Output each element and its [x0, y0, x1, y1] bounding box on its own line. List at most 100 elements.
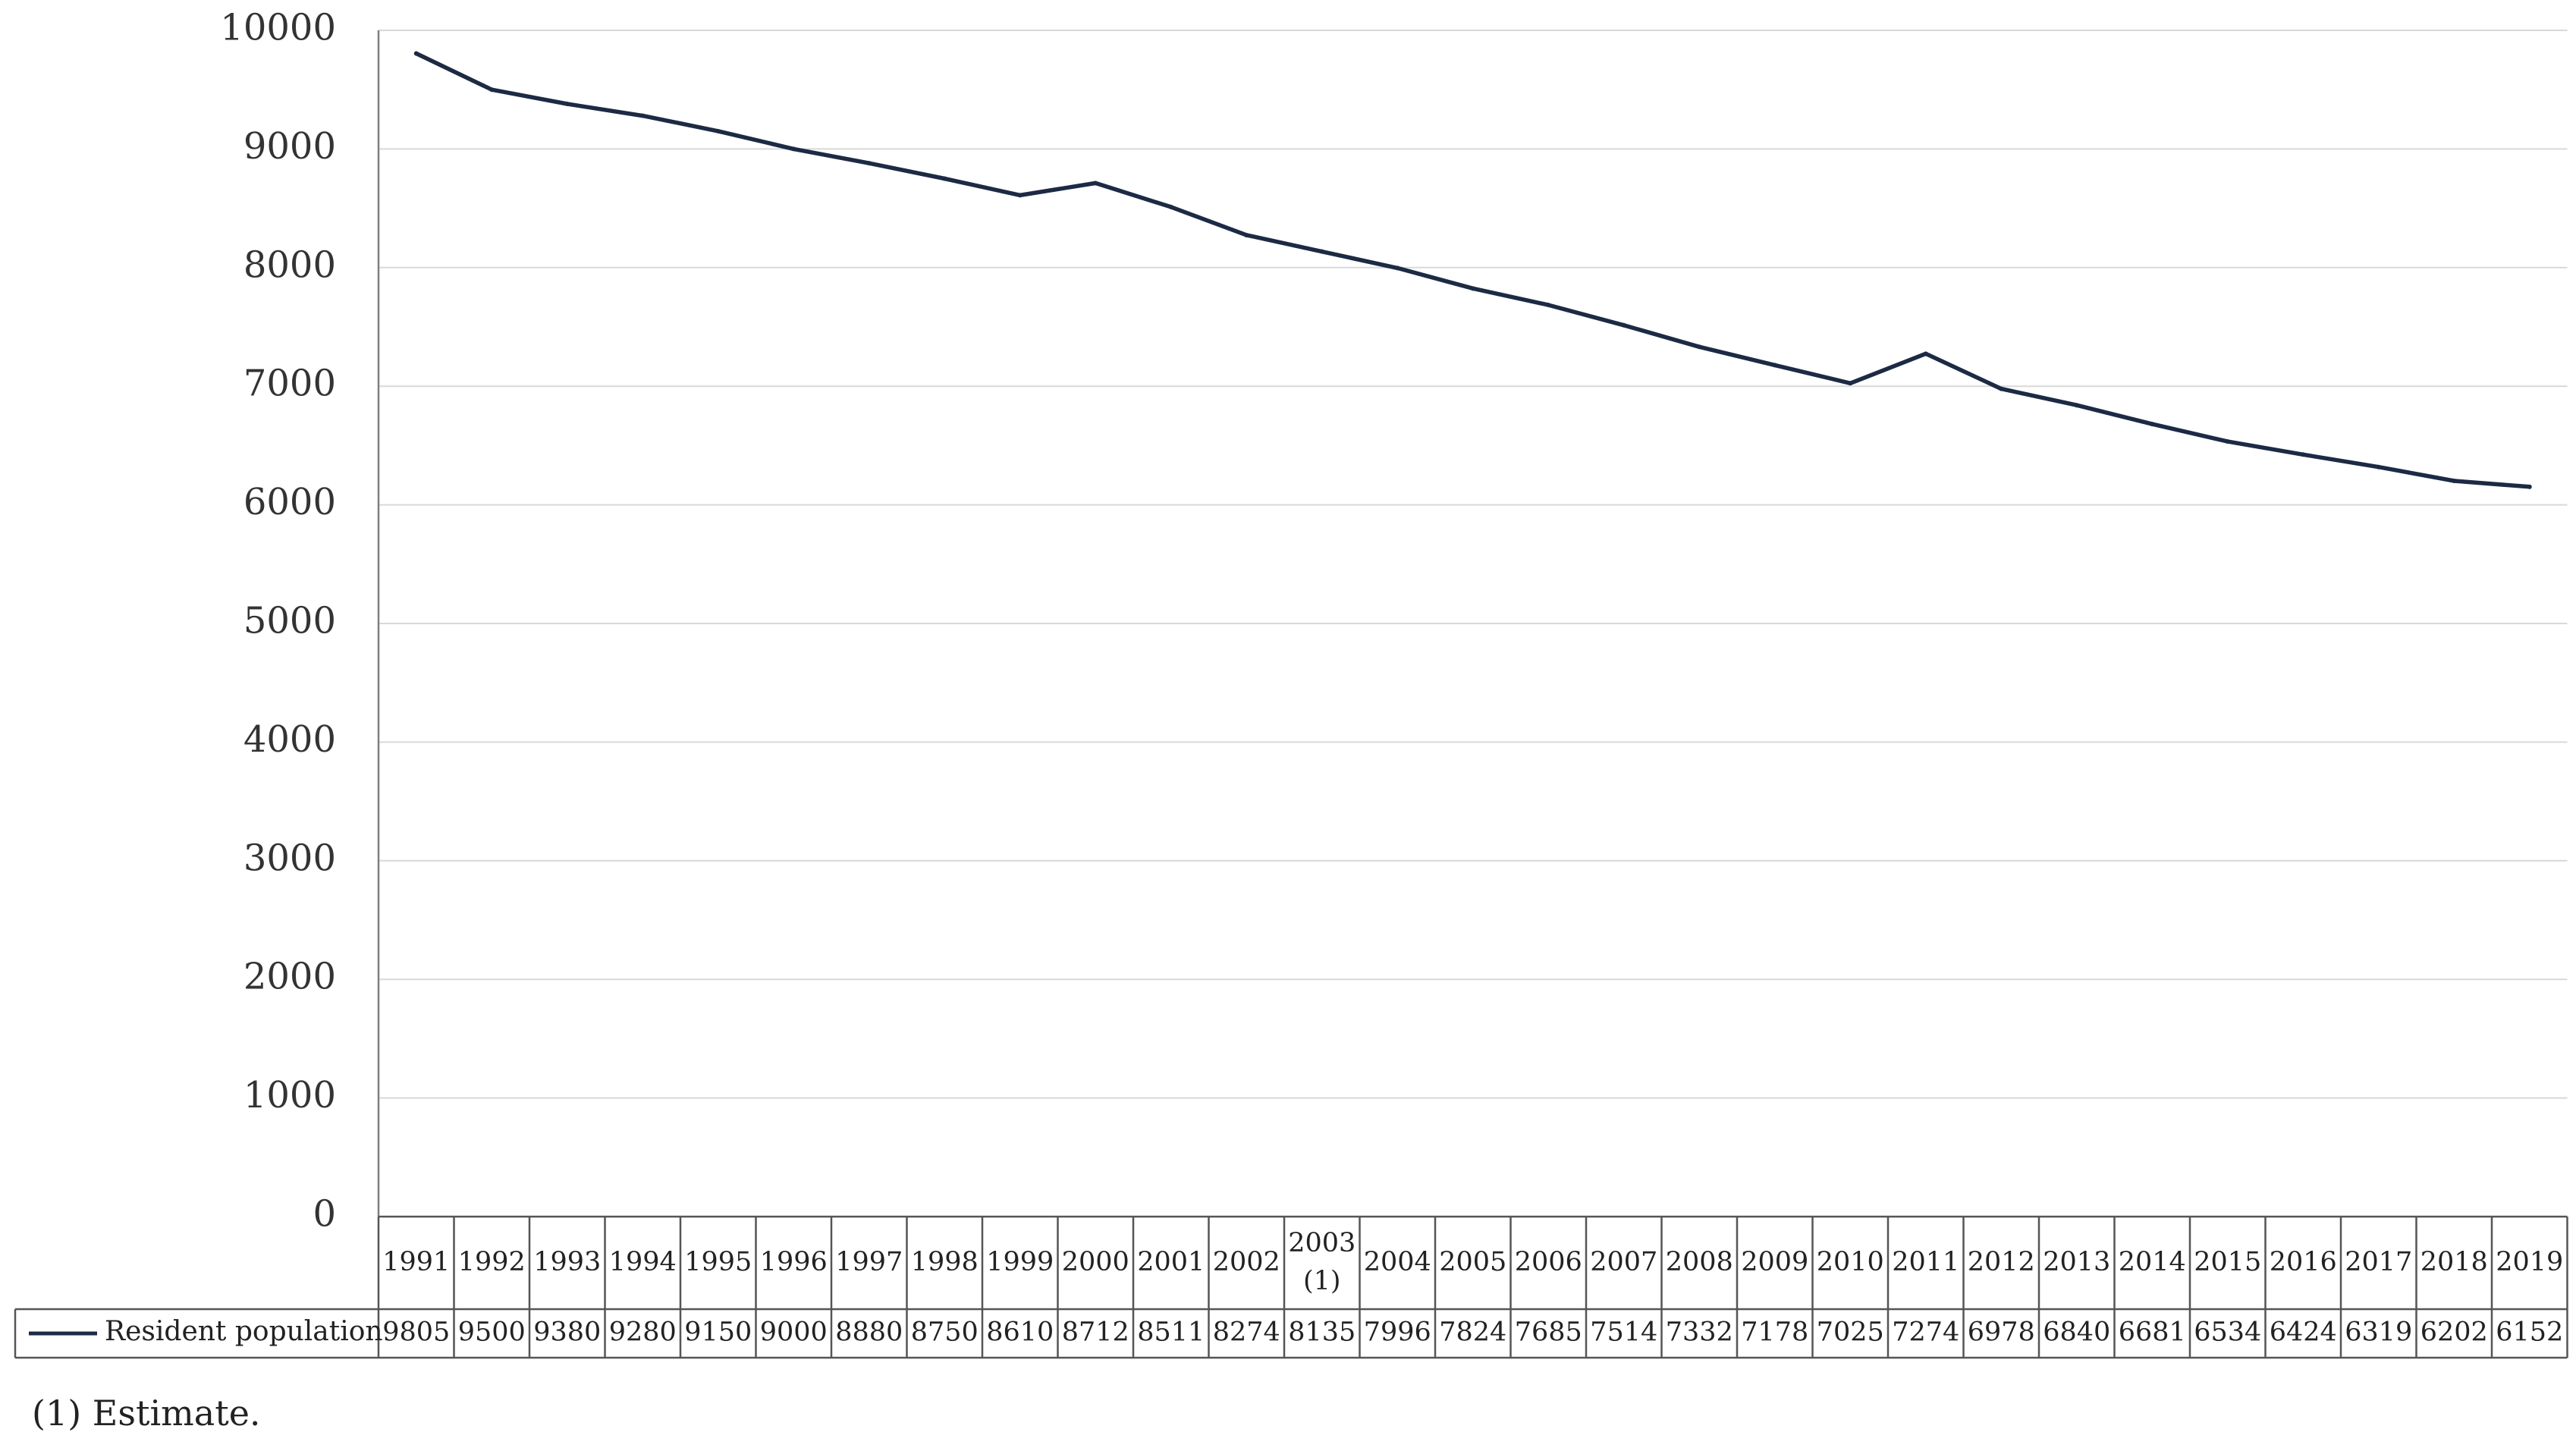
x-tick-label: 2004 — [1364, 1247, 1431, 1277]
x-tick-label: 2008 — [1666, 1247, 1733, 1277]
data-label: 6840 — [2043, 1318, 2110, 1348]
x-tick-label: 2012 — [1968, 1247, 2035, 1277]
y-tick-label: 4000 — [243, 718, 336, 761]
data-label: 6424 — [2270, 1318, 2337, 1348]
x-tick-label: 1998 — [911, 1247, 979, 1277]
y-axis: 0 1000 2000 3000 4000 5000 6000 7000 8000 9000 100… — [220, 7, 380, 1236]
data-point — [791, 146, 796, 152]
data-label: 7824 — [1439, 1318, 1506, 1348]
y-tick-label: 0 — [313, 1193, 336, 1236]
data-label: 9280 — [609, 1318, 677, 1348]
x-tick-label: 1991 — [382, 1247, 450, 1277]
data-label: 8135 — [1288, 1318, 1356, 1348]
series-layer — [413, 51, 2532, 489]
data-point — [1319, 249, 1324, 254]
data-point — [2452, 479, 2457, 484]
x-tick-label: 2010 — [1817, 1247, 1884, 1277]
x-tick-label: 1992 — [458, 1247, 526, 1277]
data-label: 7685 — [1515, 1318, 1582, 1348]
data-label: 9380 — [533, 1318, 601, 1348]
data-label: 6978 — [1968, 1318, 2035, 1348]
data-label: 6319 — [2345, 1318, 2412, 1348]
data-label: 9500 — [458, 1318, 526, 1348]
data-point — [1244, 232, 1249, 237]
y-tick-label: 8000 — [243, 243, 336, 286]
data-point — [640, 113, 646, 118]
data-label: 6152 — [2496, 1318, 2563, 1348]
gridlines — [379, 30, 2568, 1099]
x-tick-label: 2001 — [1137, 1247, 1205, 1277]
data-point — [2150, 422, 2155, 427]
x-tick-label: 2009 — [1741, 1247, 1808, 1277]
data-label: 7514 — [1590, 1318, 1657, 1348]
x-tick-label: 2019 — [2496, 1247, 2563, 1277]
y-tick-label: 3000 — [243, 837, 336, 879]
data-point — [1395, 265, 1400, 271]
data-label: 8880 — [835, 1318, 903, 1348]
legend-label: Resident population — [105, 1316, 383, 1347]
x-tick-label: 1995 — [684, 1247, 752, 1277]
data-point — [1697, 344, 1702, 350]
y-tick-label: 7000 — [243, 363, 336, 405]
data-label: 7332 — [1666, 1318, 1733, 1348]
data-label: 9000 — [760, 1318, 828, 1348]
data-label: 7178 — [1741, 1318, 1808, 1348]
x-tick-label: 1999 — [986, 1247, 1054, 1277]
data-label: 8610 — [986, 1318, 1054, 1348]
data-label: 8511 — [1137, 1318, 1205, 1348]
data-label: 8712 — [1062, 1318, 1129, 1348]
data-point — [1168, 204, 1173, 209]
data-point — [1848, 381, 1853, 386]
x-tick-label: 1997 — [835, 1247, 903, 1277]
data-point — [413, 51, 419, 56]
x-tick-label: 2013 — [2043, 1247, 2110, 1277]
x-tick-label: 2003 (1) — [1288, 1228, 1356, 1296]
data-point — [1923, 351, 1928, 356]
series-line — [414, 51, 2532, 489]
footnote: (1) Estimate. — [32, 1393, 261, 1434]
y-tick-label: 1000 — [243, 1074, 336, 1117]
data-point — [489, 87, 495, 93]
x-tick-label: 2016 — [2270, 1247, 2337, 1277]
x-tick-label: 2011 — [1892, 1247, 1959, 1277]
x-tick-label: 2014 — [2119, 1247, 2186, 1277]
data-label: 8274 — [1213, 1318, 1280, 1348]
data-point — [715, 128, 721, 133]
data-table: 1991 1992 1993 1994 1995 1996 1997 1998 1999 2000… — [14, 1215, 2568, 1359]
data-label: 9805 — [382, 1318, 450, 1348]
data-point — [866, 161, 872, 166]
y-tick-label: 6000 — [243, 481, 336, 523]
data-point — [1621, 322, 1626, 328]
x-tick-label: 2006 — [1515, 1247, 1582, 1277]
data-label: 7274 — [1892, 1318, 1959, 1348]
data-point — [2527, 484, 2532, 489]
x-tick-label: 1996 — [760, 1247, 828, 1277]
x-tick-label: 2017 — [2345, 1247, 2412, 1277]
data-point — [1999, 386, 2004, 391]
x-tick-label: 2002 — [1213, 1247, 1280, 1277]
data-label: 6534 — [2194, 1318, 2261, 1348]
data-label: 9150 — [684, 1318, 752, 1348]
data-point — [2225, 439, 2230, 444]
data-label: 7025 — [1817, 1318, 1884, 1348]
data-label: 8750 — [911, 1318, 979, 1348]
data-point — [1017, 193, 1023, 198]
data-label: 6202 — [2420, 1318, 2488, 1348]
x-tick-label: 1994 — [609, 1247, 677, 1277]
y-tick-label: 9000 — [243, 125, 336, 168]
data-point — [564, 101, 570, 106]
data-point — [2376, 464, 2381, 470]
data-label: 6681 — [2119, 1318, 2186, 1348]
x-tick-label: 2015 — [2194, 1247, 2261, 1277]
x-tick-label: 2005 — [1439, 1247, 1506, 1277]
y-tick-label: 5000 — [243, 600, 336, 642]
data-point — [2301, 452, 2306, 457]
data-point — [1546, 303, 1551, 308]
data-label: 7996 — [1364, 1318, 1431, 1348]
x-tick-label: 2018 — [2420, 1247, 2488, 1277]
data-point — [1093, 181, 1098, 186]
data-point — [1772, 363, 1777, 368]
y-tick-label: 10000 — [220, 7, 336, 49]
x-tick-label: 1993 — [533, 1247, 601, 1277]
